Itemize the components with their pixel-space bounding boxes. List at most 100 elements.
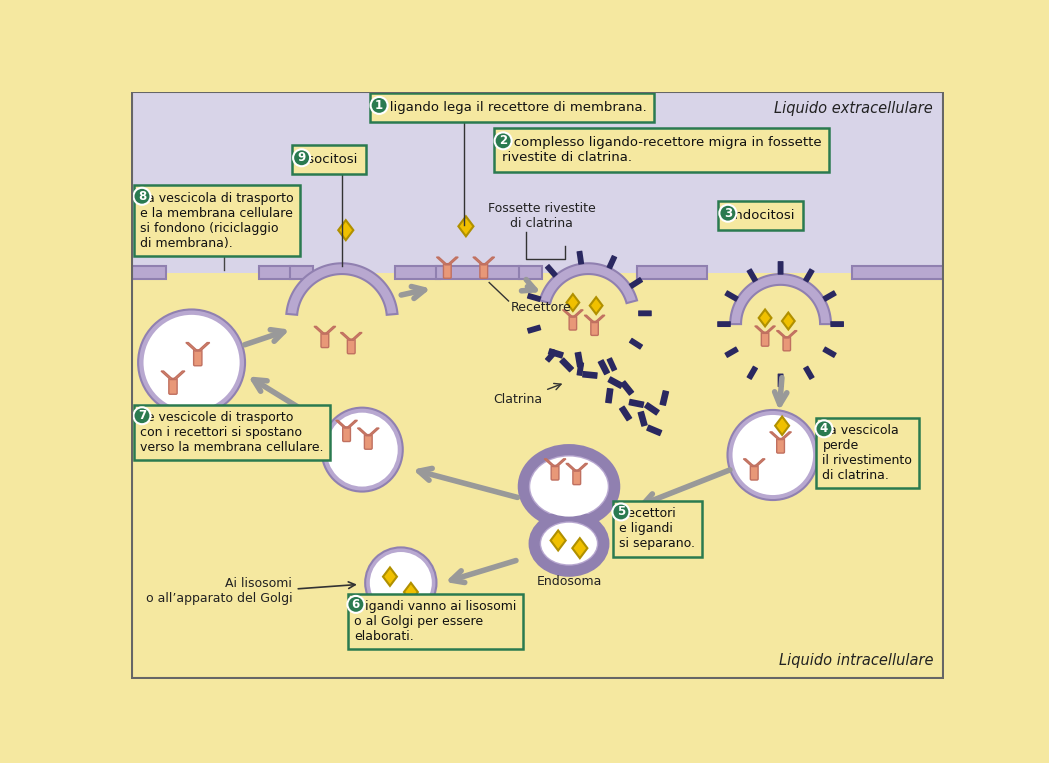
Circle shape — [293, 150, 311, 166]
Polygon shape — [787, 330, 797, 338]
Polygon shape — [754, 459, 765, 466]
Circle shape — [133, 188, 150, 204]
Polygon shape — [573, 310, 583, 317]
Polygon shape — [540, 263, 637, 303]
FancyBboxPatch shape — [804, 269, 815, 282]
Text: Endocitosi: Endocitosi — [726, 208, 795, 221]
FancyBboxPatch shape — [194, 350, 201, 365]
FancyBboxPatch shape — [559, 357, 574, 372]
Polygon shape — [340, 333, 351, 340]
Text: Clatrina: Clatrina — [493, 394, 542, 407]
FancyBboxPatch shape — [628, 399, 644, 408]
FancyBboxPatch shape — [638, 410, 647, 427]
Polygon shape — [484, 257, 494, 265]
FancyBboxPatch shape — [131, 272, 944, 679]
Polygon shape — [351, 333, 362, 340]
Text: 7: 7 — [137, 409, 146, 422]
Circle shape — [494, 132, 512, 150]
Text: Fossette rivestite
di clatrina: Fossette rivestite di clatrina — [488, 202, 596, 230]
FancyBboxPatch shape — [577, 250, 584, 265]
Polygon shape — [162, 371, 173, 379]
Polygon shape — [368, 428, 379, 436]
Polygon shape — [776, 330, 787, 338]
FancyBboxPatch shape — [290, 266, 314, 279]
Text: 1: 1 — [376, 99, 383, 112]
Polygon shape — [566, 294, 579, 311]
FancyBboxPatch shape — [131, 92, 944, 272]
Polygon shape — [555, 459, 565, 466]
Polygon shape — [590, 297, 602, 314]
Polygon shape — [358, 428, 368, 436]
FancyBboxPatch shape — [619, 405, 633, 421]
Ellipse shape — [144, 315, 239, 410]
FancyBboxPatch shape — [822, 346, 837, 358]
FancyBboxPatch shape — [544, 264, 558, 278]
FancyBboxPatch shape — [607, 376, 623, 389]
FancyBboxPatch shape — [804, 365, 815, 380]
FancyBboxPatch shape — [131, 266, 166, 279]
FancyBboxPatch shape — [628, 277, 643, 289]
Text: 2: 2 — [499, 134, 507, 147]
Text: Il ligando lega il recettore di membrana.: Il ligando lega il recettore di membrana… — [378, 101, 646, 114]
Polygon shape — [755, 326, 765, 333]
Text: 3: 3 — [724, 207, 732, 220]
Text: Endosoma: Endosoma — [536, 575, 602, 588]
Polygon shape — [338, 221, 354, 240]
FancyBboxPatch shape — [628, 338, 643, 349]
Polygon shape — [744, 459, 754, 466]
FancyBboxPatch shape — [620, 380, 635, 396]
FancyBboxPatch shape — [169, 378, 177, 394]
Ellipse shape — [326, 413, 398, 487]
FancyBboxPatch shape — [725, 290, 738, 301]
FancyBboxPatch shape — [776, 439, 785, 453]
FancyBboxPatch shape — [364, 435, 372, 449]
Circle shape — [370, 97, 388, 114]
FancyBboxPatch shape — [321, 333, 328, 348]
FancyBboxPatch shape — [551, 465, 559, 480]
FancyBboxPatch shape — [822, 290, 837, 301]
FancyBboxPatch shape — [527, 293, 541, 302]
FancyBboxPatch shape — [548, 348, 564, 359]
FancyBboxPatch shape — [598, 359, 611, 375]
Polygon shape — [173, 371, 185, 379]
Polygon shape — [436, 257, 447, 265]
FancyBboxPatch shape — [747, 365, 758, 380]
Ellipse shape — [534, 516, 604, 571]
FancyBboxPatch shape — [575, 352, 583, 368]
Polygon shape — [473, 257, 484, 265]
FancyBboxPatch shape — [518, 266, 542, 279]
Polygon shape — [577, 463, 587, 472]
Polygon shape — [447, 257, 458, 265]
FancyBboxPatch shape — [394, 266, 440, 279]
FancyBboxPatch shape — [606, 357, 617, 372]
Polygon shape — [346, 420, 358, 428]
Text: 5: 5 — [617, 505, 625, 519]
FancyBboxPatch shape — [573, 470, 581, 485]
Polygon shape — [336, 420, 346, 428]
Ellipse shape — [732, 415, 813, 495]
Circle shape — [815, 420, 833, 437]
FancyBboxPatch shape — [544, 349, 558, 362]
FancyBboxPatch shape — [831, 321, 844, 327]
FancyBboxPatch shape — [718, 321, 731, 327]
Polygon shape — [325, 327, 336, 334]
FancyBboxPatch shape — [750, 465, 758, 480]
Polygon shape — [780, 432, 791, 439]
FancyBboxPatch shape — [638, 311, 651, 316]
FancyBboxPatch shape — [660, 390, 669, 406]
FancyBboxPatch shape — [444, 264, 451, 278]
Text: La vescicola di trasporto
e la membrana cellulare
si fondono (riciclaggio
di mem: La vescicola di trasporto e la membrana … — [141, 192, 294, 250]
FancyBboxPatch shape — [783, 336, 791, 351]
Polygon shape — [186, 343, 198, 351]
Ellipse shape — [541, 523, 597, 565]
Text: Recettore: Recettore — [511, 301, 572, 314]
Ellipse shape — [728, 410, 818, 500]
FancyBboxPatch shape — [527, 324, 541, 333]
FancyBboxPatch shape — [777, 261, 784, 275]
Circle shape — [133, 407, 150, 424]
Circle shape — [720, 204, 736, 222]
Polygon shape — [544, 459, 555, 466]
Text: Liquido extracellulare: Liquido extracellulare — [774, 101, 934, 116]
Text: Il complesso ligando-recettore migra in fossette
rivestite di clatrina.: Il complesso ligando-recettore migra in … — [501, 137, 821, 164]
FancyBboxPatch shape — [852, 266, 944, 279]
